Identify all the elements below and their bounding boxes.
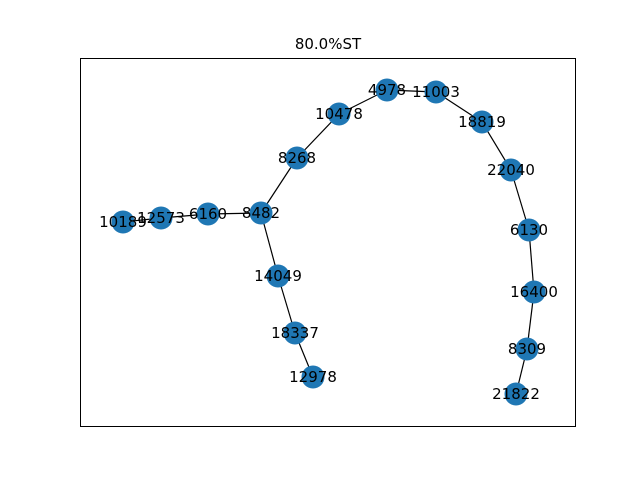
node-circle (424, 80, 448, 104)
node-8482: 8482 (242, 201, 280, 225)
node-label: 12573 (137, 209, 185, 227)
node-18337: 18337 (271, 321, 319, 345)
node-label: 21822 (492, 385, 540, 403)
node-label: 22040 (487, 161, 535, 179)
node-18819: 18819 (458, 110, 506, 134)
node-label: 8309 (508, 340, 546, 358)
node-circle (301, 365, 325, 389)
node-8309: 8309 (508, 337, 546, 361)
node-circle (266, 264, 290, 288)
edge-layer (122, 89, 535, 395)
node-label: 16400 (510, 283, 558, 301)
node-6160: 6160 (189, 202, 227, 226)
node-circle (504, 382, 528, 406)
node-4978: 4978 (368, 78, 406, 102)
node-label: 6130 (510, 221, 548, 239)
node-label: 8482 (242, 204, 280, 222)
node-label: 12978 (289, 368, 337, 386)
node-circle (375, 78, 399, 102)
node-circle (515, 337, 539, 361)
node-11003: 11003 (412, 80, 460, 104)
node-circle (327, 102, 351, 126)
node-12978: 12978 (289, 365, 337, 389)
node-label: 14049 (254, 267, 302, 285)
node-circle (283, 321, 307, 345)
node-circle (196, 202, 220, 226)
node-circle (111, 210, 135, 234)
figure-title: 80.0%ST (295, 35, 362, 53)
node-16400: 16400 (510, 280, 558, 304)
plot-frame (80, 58, 576, 427)
node-circle (522, 280, 546, 304)
node-22040: 22040 (487, 158, 535, 182)
node-circle (517, 218, 541, 242)
node-8268: 8268 (278, 146, 316, 170)
node-circle (470, 110, 494, 134)
node-label: 18337 (271, 324, 319, 342)
node-label: 4978 (368, 81, 406, 99)
node-10189: 10189 (99, 210, 147, 234)
node-label: 10189 (99, 213, 147, 231)
node-label: 11003 (412, 83, 460, 101)
node-circle (499, 158, 523, 182)
node-label: 8268 (278, 149, 316, 167)
node-10478: 10478 (315, 102, 363, 126)
node-label: 10478 (315, 105, 363, 123)
node-14049: 14049 (254, 264, 302, 288)
node-6130: 6130 (510, 218, 548, 242)
node-circle (249, 201, 273, 225)
node-label: 6160 (189, 205, 227, 223)
node-label: 18819 (458, 113, 506, 131)
node-12573: 12573 (137, 206, 185, 230)
node-circle (149, 206, 173, 230)
node-circle (285, 146, 309, 170)
node-21822: 21822 (492, 382, 540, 406)
